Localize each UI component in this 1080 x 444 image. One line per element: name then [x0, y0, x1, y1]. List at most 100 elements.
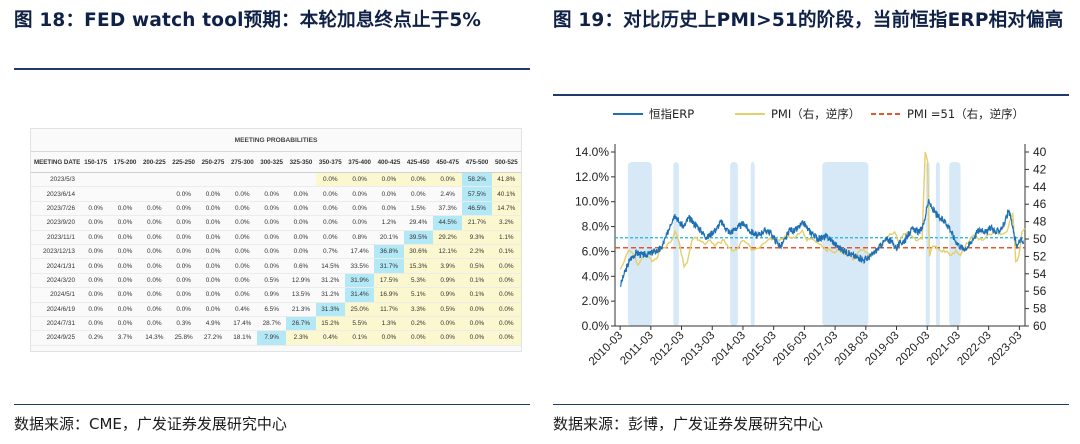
probability-cell: 40.1% [491, 186, 521, 202]
probability-cell: 0.0% [432, 316, 463, 332]
chart-legend: 恒指ERP PMI（右，逆序） PMI =51（右，逆序） [613, 107, 1024, 121]
probability-cell: 30.6% [403, 244, 433, 260]
probability-cell: 0.0% [432, 330, 463, 346]
probability-cell: 0.8% [344, 230, 375, 245]
probability-cell: 0.0% [374, 201, 404, 217]
probability-cell [198, 172, 228, 188]
table-row: 2023/5/3 0.0% 0.0% 0.0% 0.0% 0.0% 58.2% 41.8% [31, 172, 521, 188]
probability-cell: 0.0% [110, 287, 140, 303]
probability-cell: 0.0% [462, 316, 492, 332]
probability-cell: 31.7% [374, 258, 404, 274]
probability-cell: 28.7% [256, 316, 287, 332]
meeting-date-cell: 2023/5/3 [31, 172, 81, 188]
probability-cell [286, 172, 316, 188]
probability-cell: 0.0% [315, 230, 345, 245]
table-row: 2024/1/31 0.0% 0.0% 0.0% 0.0% 0.0% 0.0% 0.0% 0.6… [31, 258, 521, 274]
table-row: 2024/6/19 0.0% 0.0% 0.0% 0.0% 0.0% 0.4% 6.5% 21.… [31, 302, 521, 317]
pmi-above-51-band [949, 162, 961, 326]
probability-cell: 0.0% [168, 302, 199, 317]
meeting-date-cell: 2023/7/26 [31, 201, 81, 217]
probability-cell: 0.0% [81, 258, 111, 274]
probability-cell: 0.0% [403, 186, 433, 202]
probability-cell: 0.0% [256, 258, 287, 274]
meeting-date-cell: 2024/6/19 [31, 302, 81, 317]
table-row: 2024/7/31 0.0% 0.0% 0.0% 0.3% 4.9% 17.4% 28.7% 2… [31, 316, 521, 332]
meeting-date-cell: 2023/6/14 [31, 186, 81, 202]
right-tick-label: 60 [1033, 319, 1047, 333]
probability-cell: 21.7% [462, 215, 492, 231]
probability-cell: 0.6% [286, 258, 316, 274]
probability-cell: 0.0% [227, 186, 257, 202]
legend-label: 恒指ERP [649, 107, 694, 121]
probability-cell: 0.0% [168, 273, 199, 289]
probability-cell: 21.3% [286, 302, 316, 317]
probability-cell: 0.0% [286, 215, 316, 231]
probability-cell: 0.0% [198, 258, 228, 274]
probability-cell: 0.0% [315, 186, 345, 202]
pmi-above-51-band [673, 162, 679, 326]
probability-cell: 27.2% [198, 330, 228, 346]
probability-cell: 0.0% [81, 273, 111, 289]
right-tick-label: 52 [1033, 249, 1047, 263]
meeting-probabilities-table: MEETING PROBABILITIES MEETING DATE 150-17… [30, 128, 522, 352]
probability-cell: 57.5% [462, 186, 492, 202]
meeting-date-cell: 2023/11/1 [31, 230, 81, 245]
probability-cell: 0.0% [198, 215, 228, 231]
figure-19-title: 图 19：对比历史上PMI>51的阶段，当前恒指ERP相对偏高 [553, 10, 1064, 31]
probability-cell: 0.2% [403, 316, 433, 332]
right-tick-label: 42 [1033, 162, 1047, 176]
probability-cell: 0.0% [110, 201, 140, 217]
left-tick-label: 2.0% [582, 294, 610, 308]
probability-cell: 3.7% [110, 330, 140, 346]
probability-cell: 25.0% [344, 302, 375, 317]
probability-cell: 0.1% [462, 273, 492, 289]
probability-cell: 17.5% [374, 273, 404, 289]
figure-18-bottom-rule [14, 404, 530, 405]
probability-cell: 0.0% [315, 201, 345, 217]
probability-cell: 0.0% [286, 186, 316, 202]
probability-cell: 0.0% [374, 172, 404, 188]
probability-cell: 0.0% [139, 316, 169, 332]
right-tick-label: 50 [1033, 232, 1047, 246]
probability-cell: 0.0% [491, 258, 521, 274]
probability-cell: 0.0% [81, 316, 111, 332]
probability-cell: 0.0% [344, 201, 375, 217]
probability-cell [110, 172, 140, 188]
probability-cell: 0.0% [168, 244, 199, 260]
probability-cell: 0.0% [344, 215, 375, 231]
probability-cell: 0.0% [344, 172, 375, 188]
probability-cell [139, 186, 169, 202]
meeting-date-cell: 2024/3/20 [31, 273, 81, 289]
probability-cell: 58.2% [462, 172, 492, 188]
probability-cell: 0.0% [198, 201, 228, 217]
column-header-150-175: 150-175 [81, 151, 111, 173]
probability-cell: 0.5% [432, 302, 463, 317]
probability-cell: 1.2% [374, 215, 404, 231]
table-row: 2023/9/20 0.0% 0.0% 0.0% 0.0% 0.0% 0.0% 0.0% 0.0… [31, 215, 521, 231]
probability-cell: 0.1% [491, 244, 521, 260]
probability-cell [168, 172, 199, 188]
probability-cell: 0.9% [432, 287, 463, 303]
chart-series [615, 151, 1026, 287]
probability-cell: 5.5% [344, 316, 375, 332]
probability-cell: 0.0% [139, 244, 169, 260]
right-tick-label: 56 [1033, 284, 1047, 298]
probability-cell: 0.0% [81, 215, 111, 231]
probability-cell: 37.3% [432, 201, 463, 217]
column-header-meeting-date: MEETING DATE [31, 151, 81, 173]
left-tick-label: 8.0% [582, 220, 610, 234]
pmi-above-51-band [822, 162, 869, 326]
pmi-above-51-band [730, 162, 738, 326]
table-row: 2023/11/1 0.0% 0.0% 0.0% 0.0% 0.0% 0.0% 0.0% 0.0… [31, 230, 521, 245]
probability-cell: 0.0% [462, 302, 492, 317]
probability-cell: 0.0% [110, 316, 140, 332]
probability-cell: 0.0% [256, 201, 287, 217]
probability-cell: 2.4% [432, 186, 463, 202]
probability-cell: 0.2% [81, 330, 111, 346]
left-tick-label: 14.0% [575, 145, 609, 159]
pmi-above-51-shading [627, 162, 961, 326]
probability-cell: 0.4% [227, 302, 257, 317]
probability-cell: 3.2% [491, 215, 521, 231]
probability-cell: 0.0% [491, 316, 521, 332]
probability-cell: 0.0% [198, 244, 228, 260]
